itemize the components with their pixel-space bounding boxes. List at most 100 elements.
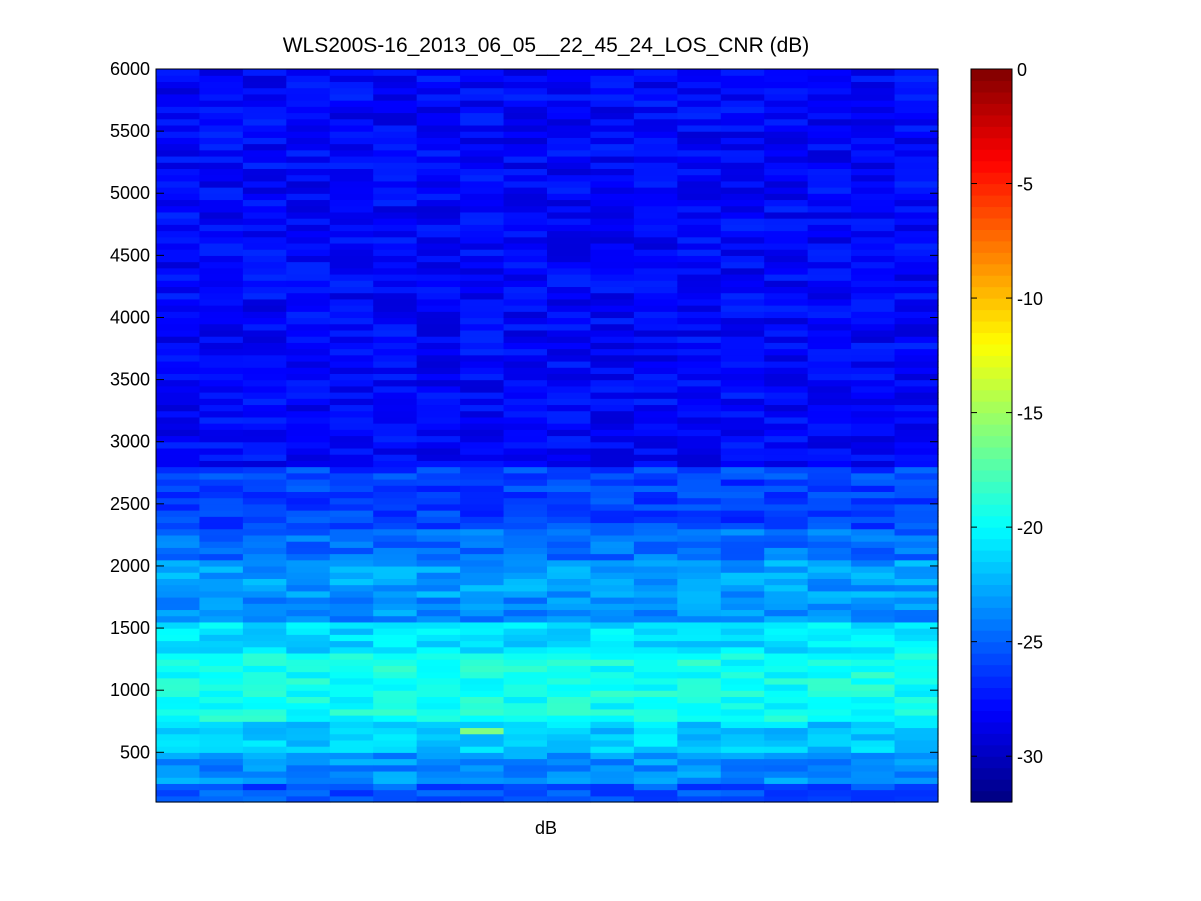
- heatmap-cell: [242, 733, 287, 741]
- heatmap-cell: [416, 783, 461, 791]
- heatmap-cell: [720, 124, 765, 132]
- heatmap-cell: [199, 385, 244, 393]
- heatmap-cell: [807, 534, 852, 542]
- heatmap-cell: [156, 379, 201, 387]
- heatmap-cell: [547, 155, 592, 163]
- heatmap-cell: [851, 665, 896, 673]
- heatmap-cell: [329, 671, 374, 679]
- heatmap-cell: [156, 584, 201, 592]
- heatmap-cell: [894, 634, 939, 642]
- heatmap-cell: [807, 770, 852, 778]
- heatmap-cell: [329, 609, 374, 617]
- heatmap-cell: [807, 777, 852, 784]
- heatmap-cell: [286, 329, 331, 337]
- heatmap-cell: [199, 665, 244, 673]
- heatmap-cell: [503, 677, 548, 685]
- heatmap-cell: [286, 466, 331, 474]
- heatmap-cell: [242, 441, 287, 449]
- heatmap-cell: [547, 652, 592, 660]
- heatmap-cell: [720, 155, 765, 163]
- colorbar-band: [971, 664, 1012, 677]
- heatmap-cell: [807, 646, 852, 654]
- heatmap-cell: [242, 721, 287, 729]
- heatmap-cell: [460, 249, 505, 256]
- heatmap-cell: [894, 621, 939, 629]
- heatmap-cell: [460, 429, 505, 437]
- heatmap-cell: [547, 597, 592, 604]
- heatmap-cell: [764, 298, 809, 306]
- heatmap-cell: [242, 75, 287, 83]
- heatmap-cell: [720, 162, 765, 169]
- heatmap-cell: [416, 485, 461, 492]
- heatmap-cell: [720, 559, 765, 567]
- heatmap-cell: [547, 124, 592, 132]
- heatmap-cell: [590, 379, 635, 387]
- heatmap-cell: [329, 522, 374, 530]
- heatmap-cell: [286, 93, 331, 101]
- heatmap-cell: [764, 683, 809, 691]
- heatmap-cell: [547, 541, 592, 548]
- heatmap-cell: [633, 640, 678, 648]
- heatmap-cell: [547, 640, 592, 648]
- heatmap-cell: [894, 727, 939, 735]
- heatmap-cell: [329, 770, 374, 778]
- heatmap-cell: [460, 155, 505, 163]
- heatmap-cell: [764, 168, 809, 176]
- heatmap-cell: [590, 510, 635, 517]
- heatmap-cell: [156, 367, 201, 374]
- heatmap-cell: [373, 329, 418, 337]
- heatmap-cell: [764, 392, 809, 399]
- heatmap-cell: [590, 696, 635, 704]
- heatmap-cell: [373, 777, 418, 784]
- heatmap-cell: [156, 261, 201, 269]
- heatmap-cell: [894, 584, 939, 592]
- heatmap-cell: [720, 218, 765, 225]
- heatmap-cell: [156, 174, 201, 182]
- heatmap-cell: [633, 106, 678, 114]
- heatmap-cell: [720, 143, 765, 151]
- heatmap-cell: [460, 118, 505, 126]
- heatmap-cell: [677, 112, 722, 120]
- heatmap-cell: [633, 615, 678, 623]
- heatmap-cell: [720, 708, 765, 716]
- heatmap-cell: [764, 609, 809, 617]
- heatmap-cell: [373, 603, 418, 611]
- heatmap-cell: [242, 572, 287, 579]
- heatmap-cell: [156, 516, 201, 524]
- heatmap-cell: [764, 93, 809, 101]
- heatmap-cell: [894, 559, 939, 567]
- heatmap-cell: [199, 553, 244, 561]
- heatmap-cell: [720, 441, 765, 449]
- heatmap-cell: [764, 69, 809, 76]
- heatmap-cell: [329, 118, 374, 126]
- heatmap-cell: [156, 155, 201, 163]
- heatmap-cell: [807, 478, 852, 486]
- heatmap-cell: [720, 137, 765, 145]
- heatmap-cell: [460, 739, 505, 747]
- heatmap-cell: [851, 342, 896, 350]
- heatmap-cell: [851, 739, 896, 747]
- heatmap-cell: [851, 124, 896, 132]
- heatmap-cell: [416, 522, 461, 530]
- heatmap-cell: [720, 758, 765, 766]
- heatmap-cell: [547, 311, 592, 319]
- heatmap-cell: [764, 348, 809, 356]
- heatmap-cell: [677, 81, 722, 89]
- heatmap-cell: [373, 336, 418, 343]
- heatmap-cell: [156, 565, 201, 573]
- heatmap-cell: [329, 733, 374, 741]
- heatmap-cell: [199, 727, 244, 735]
- heatmap-cell: [894, 447, 939, 455]
- heatmap-cell: [503, 218, 548, 225]
- heatmap-cell: [199, 609, 244, 617]
- heatmap-cell: [720, 516, 765, 524]
- heatmap-cell: [894, 137, 939, 145]
- heatmap-cell: [373, 187, 418, 194]
- heatmap-cell: [764, 205, 809, 213]
- heatmap-cell: [633, 559, 678, 567]
- heatmap-cell: [590, 690, 635, 697]
- heatmap-cell: [807, 628, 852, 635]
- heatmap-cell: [416, 205, 461, 213]
- heatmap-cell: [677, 354, 722, 362]
- heatmap-cell: [807, 218, 852, 225]
